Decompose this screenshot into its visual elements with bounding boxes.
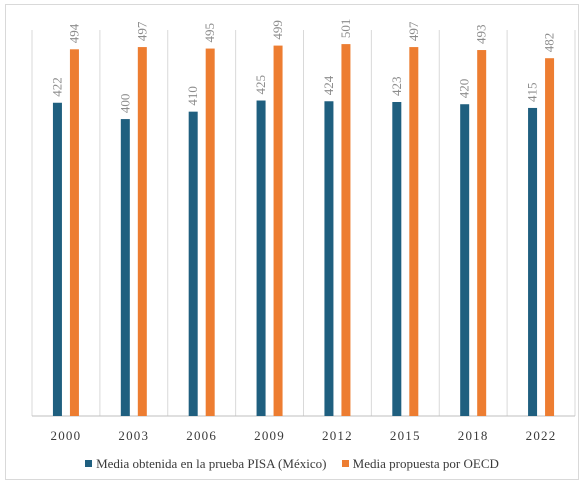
data-label-oecd-2006: 495 (202, 23, 217, 43)
x-tick-label-2022: 2022 (526, 428, 557, 443)
data-label-mexico-2000: 422 (49, 77, 64, 97)
chart-frame (5, 4, 579, 480)
bars (52, 44, 555, 417)
bar-mexico-2015 (392, 102, 402, 416)
bar-oecd-2015 (409, 47, 419, 416)
x-tick-label-2012: 2012 (322, 428, 353, 443)
x-tick-label-2006: 2006 (186, 428, 217, 443)
legend-label-mexico: Media obtenida en la prueba PISA (México… (96, 455, 327, 471)
x-tick-label-2009: 2009 (254, 428, 285, 443)
legend-label-oecd: Media propuesta por OECD (352, 455, 499, 471)
legend: Media obtenida en la prueba PISA (México… (0, 455, 584, 472)
bar-mexico-2012 (324, 101, 334, 416)
legend-swatch-oecd (341, 460, 349, 467)
bar-oecd-2022 (545, 58, 555, 416)
bar-mexico-2009 (256, 100, 266, 417)
legend-item-mexico: Media obtenida en la prueba PISA (México… (85, 456, 326, 472)
bar-mexico-2003 (120, 119, 130, 417)
x-tick-label-2018: 2018 (458, 428, 489, 443)
grid (31, 30, 576, 417)
bar-mexico-2018 (460, 104, 470, 416)
data-label-oecd-2015: 497 (406, 21, 421, 41)
x-tick-label-2015: 2015 (390, 428, 421, 443)
bar-oecd-2006 (205, 48, 215, 417)
bar-mexico-2000 (52, 102, 62, 416)
x-axis-ticks: 2000 2003 2006 2009 2012 2015 2018 2022 (51, 428, 557, 443)
data-label-mexico-2012: 424 (321, 75, 336, 95)
x-tick-label-2003: 2003 (118, 428, 149, 443)
bar-oecd-2000 (69, 49, 79, 417)
bar-mexico-2006 (188, 111, 198, 417)
x-tick-label-2000: 2000 (51, 428, 82, 443)
data-label-mexico-2015: 423 (389, 77, 404, 97)
data-label-mexico-2006: 410 (185, 86, 200, 106)
data-label-mexico-2018: 420 (457, 79, 472, 99)
bar-oecd-2012 (341, 44, 351, 416)
bar-mexico-2022 (528, 107, 538, 416)
data-label-oecd-2009: 499 (270, 20, 285, 40)
data-label-mexico-2003: 400 (117, 94, 132, 114)
data-label-mexico-2009: 425 (253, 75, 268, 95)
data-label-oecd-2000: 494 (66, 23, 81, 43)
data-label-oecd-2022: 482 (542, 33, 557, 53)
data-label-oecd-2012: 501 (338, 19, 353, 39)
legend-swatch-mexico (85, 460, 93, 467)
data-label-oecd-2018: 493 (474, 25, 489, 45)
bar-oecd-2003 (137, 47, 147, 416)
legend-item-oecd: Media propuesta por OECD (341, 455, 499, 472)
data-labels: 422 494 400 497 410 495 425 499 424 501 423 497 420 4… (49, 19, 556, 113)
bar-oecd-2009 (273, 45, 283, 416)
chart: 422 494 400 497 410 495 425 499 424 501 423 497 420 4… (31, 19, 576, 443)
data-label-oecd-2003: 497 (134, 21, 149, 41)
bar-oecd-2018 (477, 50, 487, 417)
data-label-mexico-2022: 415 (525, 82, 540, 102)
